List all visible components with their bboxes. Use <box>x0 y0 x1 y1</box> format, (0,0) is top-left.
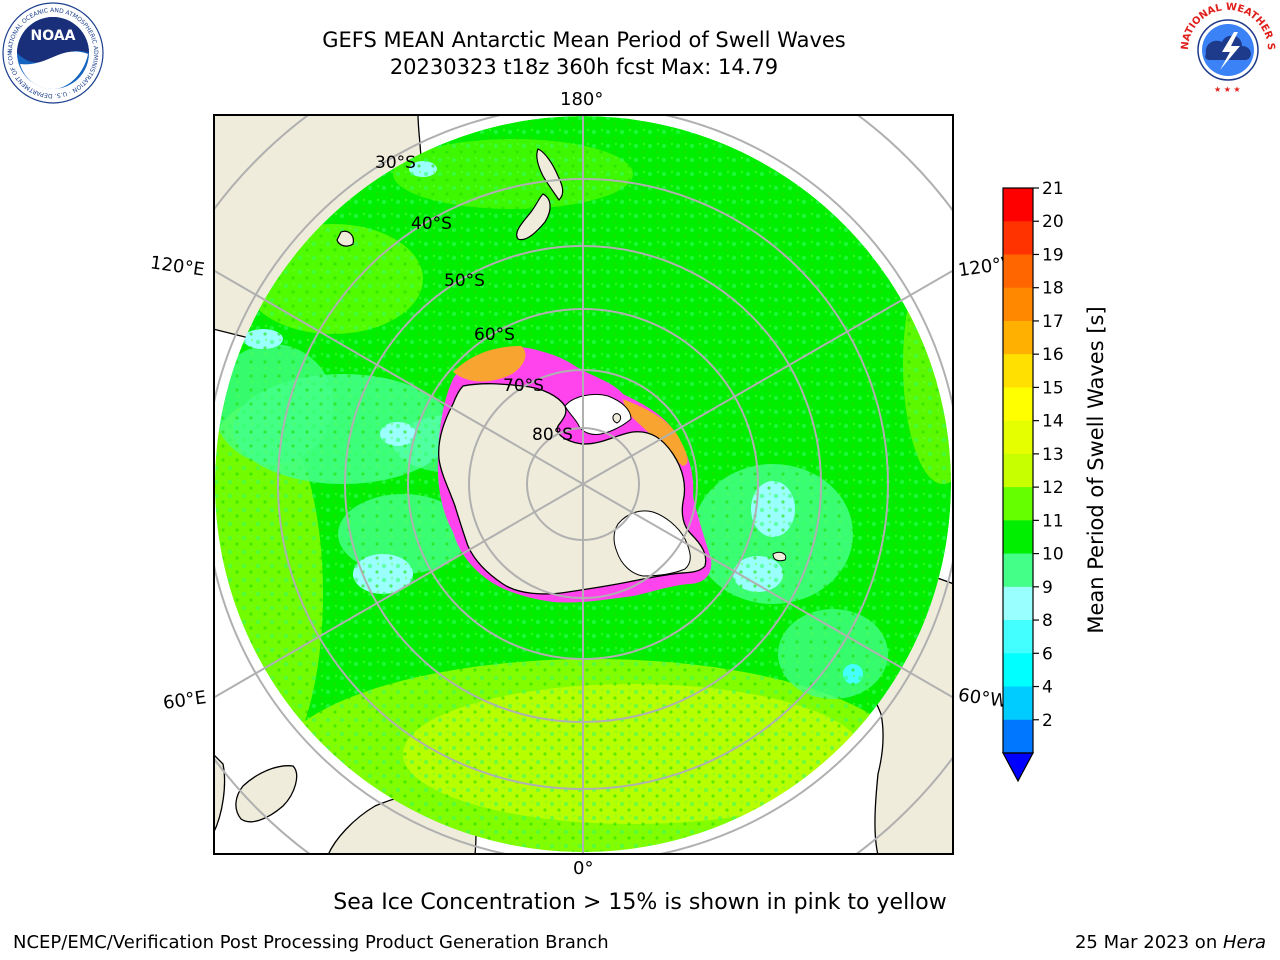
graticule <box>213 114 954 855</box>
colorbar-tick-label: 4 <box>1042 678 1053 698</box>
ross-ice-shelf <box>564 393 632 435</box>
colorbar-label: Mean Period of Swell Waves [s] <box>1084 306 1108 634</box>
noaa-logo-text: NOAA <box>31 28 76 44</box>
lat-label-30s: 30°S <box>375 153 416 173</box>
colorbar-bin <box>1003 320 1033 355</box>
colorbar-tick-label: 17 <box>1042 312 1064 332</box>
colorbar-bin <box>1003 653 1033 688</box>
colorbar-bin <box>1003 487 1033 521</box>
lon-label-120e: 120°E <box>148 252 206 281</box>
colorbar-extend-arrow <box>1001 752 1035 783</box>
colorbar-tick-label: 11 <box>1042 511 1064 531</box>
colorbar-tick-label: 20 <box>1042 212 1064 232</box>
colorbar-bin <box>1003 354 1033 388</box>
colorbar-tick-label: 10 <box>1042 545 1064 565</box>
lat-label-80s: 80°S <box>532 425 573 445</box>
colorbar-bin <box>1003 221 1033 255</box>
colorbar-bin <box>1003 719 1033 754</box>
chart-title: GEFS MEAN Antarctic Mean Period of Swell… <box>322 28 846 52</box>
colorbar-tick-label: 14 <box>1042 412 1064 432</box>
colorbar-bin <box>1003 586 1033 621</box>
new-zealand <box>536 148 564 201</box>
footer-date-text: 25 Mar 2023 on <box>1074 932 1223 953</box>
chart-subtitle: 20230323 t18z 360h fcst Max: 14.79 <box>389 55 779 79</box>
colorbar-bin <box>1003 553 1033 588</box>
lat-label-40s: 40°S <box>411 214 452 234</box>
colorbar-outline <box>1002 187 1034 754</box>
colorbar: 21 20 19 18 17 16 15 14 13 12 11 10 9 8 6 4 2 <box>1001 180 1064 783</box>
polar-map: 30°S 40°S 50°S 60°S 70°S 80°S <box>213 114 954 855</box>
svg-text:★ ★ ★: ★ ★ ★ <box>1214 85 1241 94</box>
colorbar-tick-label: 9 <box>1042 578 1053 598</box>
colorbar-bin <box>1003 188 1033 222</box>
madagascar-landmass <box>235 765 298 823</box>
colorbar-bin <box>1003 287 1033 322</box>
footer-credit: NCEP/EMC/Verification Post Processing Pr… <box>13 932 609 953</box>
footer-date: 25 Mar 2023 on Hera <box>1075 932 1266 953</box>
lon-label-60e: 60°E <box>161 687 208 714</box>
noaa-logo: NATIONAL OCEANIC AND ATMOSPHERIC ADMINIS… <box>2 2 104 104</box>
colorbar-bin <box>1003 254 1033 289</box>
colorbar-bin <box>1003 520 1033 555</box>
lat-label-70s: 70°S <box>503 376 544 396</box>
colorbar-bin <box>1003 620 1033 654</box>
weddell-ice-shelf <box>613 510 691 577</box>
colorbar-bin <box>1003 686 1033 721</box>
colorbar-bin <box>1003 453 1033 488</box>
colorbar-tick-label: 2 <box>1042 711 1053 731</box>
colorbar-tick-label: 12 <box>1042 478 1064 498</box>
colorbar-bin <box>1003 387 1033 422</box>
lat-label-60s: 60°S <box>474 325 515 345</box>
lon-label-0: 0° <box>573 858 594 879</box>
colorbar-tick-label: 13 <box>1042 445 1064 465</box>
colorbar-tick-label: 16 <box>1042 345 1064 365</box>
colorbar-tick-label: 6 <box>1042 644 1053 664</box>
sea-ice-note: Sea Ice Concentration > 15% is shown in … <box>333 890 947 915</box>
colorbar-bin <box>1003 420 1033 455</box>
lat-label-50s: 50°S <box>444 271 485 291</box>
colorbar-tick-label: 8 <box>1042 611 1053 631</box>
colorbar-tick-label: 19 <box>1042 245 1064 265</box>
colorbar-tick-label: 21 <box>1042 180 1064 199</box>
nws-logo: NATIONAL WEATHER SERVICE ★ ★ ★ <box>1176 2 1276 94</box>
footer-host: Hera <box>1222 932 1266 953</box>
lon-label-180: 180° <box>560 89 604 110</box>
colorbar-tick-label: 15 <box>1042 378 1064 398</box>
colorbar-tick-label: 18 <box>1042 279 1064 299</box>
